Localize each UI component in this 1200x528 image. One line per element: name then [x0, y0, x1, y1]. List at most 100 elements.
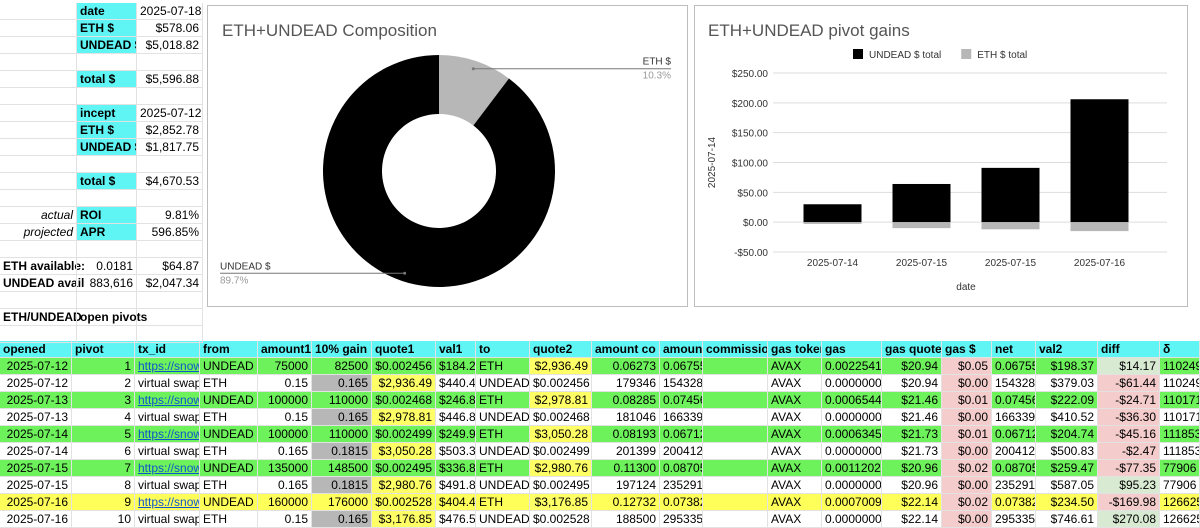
- table-cell: 0.0000000: [822, 477, 882, 494]
- table-cell: ETH: [200, 477, 258, 494]
- table-cell: $20.94: [882, 375, 942, 392]
- table-cell: $20.96: [882, 477, 942, 494]
- table-cell: AVAX: [768, 494, 822, 511]
- grid-cell: [137, 309, 203, 326]
- tx-link[interactable]: https://snows: [135, 494, 200, 511]
- table-cell: 181046: [592, 409, 660, 426]
- table-cell: [703, 494, 768, 511]
- grid-cell: [137, 173, 203, 190]
- table-cell: $0.002499: [372, 426, 436, 443]
- table-cell: $20.96: [882, 460, 942, 477]
- grid-cell: [77, 54, 137, 71]
- table-cell: UNDEAD: [476, 511, 530, 528]
- grid-cell: [137, 190, 203, 207]
- tx-link[interactable]: https://snowt: [135, 392, 200, 409]
- table-cell: 135000: [258, 460, 312, 477]
- slice-value: 10.3%: [643, 71, 671, 82]
- table-cell: $21.73: [882, 426, 942, 443]
- table-cell: 0.0007009: [822, 494, 882, 511]
- grid-cell: [137, 241, 203, 258]
- table-cell: UNDEAD: [476, 443, 530, 460]
- table-header: amount co: [592, 341, 660, 358]
- table-cell: 110000: [312, 392, 372, 409]
- grid-cell: [77, 139, 137, 156]
- grid-cell: [77, 3, 137, 20]
- table-header: 10% gain: [312, 341, 372, 358]
- grid-cell: [137, 207, 203, 224]
- table-cell: AVAX: [768, 392, 822, 409]
- table-header: quote2: [530, 341, 592, 358]
- table-cell: AVAX: [768, 426, 822, 443]
- table-cell: $2,936.49: [530, 358, 592, 375]
- table-cell: 0.07456: [992, 392, 1036, 409]
- table-cell: $0.01: [942, 426, 992, 443]
- table-cell: 4: [72, 409, 135, 426]
- table-cell: $0.002528: [372, 494, 436, 511]
- table-cell: $404.48: [436, 494, 476, 511]
- table-header: net: [992, 341, 1036, 358]
- table-cell: 160000: [258, 494, 312, 511]
- table-cell: $2,936.49: [372, 375, 436, 392]
- table-cell: 0.0000000: [822, 511, 882, 528]
- table-cell: 0.15: [258, 511, 312, 528]
- table-cell: -$24.71: [1098, 392, 1160, 409]
- grid-cell: [77, 326, 137, 343]
- grid-cell: [77, 20, 137, 37]
- table-header: quote1: [372, 341, 436, 358]
- table-cell: $446.82: [436, 409, 476, 426]
- table-header: tx_id: [135, 341, 200, 358]
- table-cell: ETH: [476, 494, 530, 511]
- table-cell: 110249: [1160, 358, 1200, 375]
- tx-link[interactable]: https://snowt: [135, 358, 200, 375]
- table-cell: 110249: [1160, 375, 1200, 392]
- table-cell: 200412: [660, 443, 703, 460]
- bar: [981, 222, 1040, 230]
- table-cell: virtual swap: [135, 477, 200, 494]
- table-cell: AVAX: [768, 477, 822, 494]
- grid-cell: [137, 20, 203, 37]
- table-header: val2: [1036, 341, 1098, 358]
- table-cell: $0.00: [942, 443, 992, 460]
- table-cell: -$77.35: [1098, 460, 1160, 477]
- table-cell: 5: [72, 426, 135, 443]
- table-cell: AVAX: [768, 511, 822, 528]
- grid-cell: [137, 105, 203, 122]
- pie-slice: [439, 55, 509, 126]
- table-cell: 154328: [992, 375, 1036, 392]
- table-cell: 0.165: [312, 511, 372, 528]
- table-header: gas: [822, 341, 882, 358]
- table-cell: 8: [72, 477, 135, 494]
- table-cell: $0.002495: [372, 460, 436, 477]
- table-cell: $500.83: [1036, 443, 1098, 460]
- grid-cell: [137, 139, 203, 156]
- grid-cell: [77, 224, 137, 241]
- table-cell: AVAX: [768, 443, 822, 460]
- table-cell: 2025-07-15: [0, 477, 72, 494]
- grid-cell: [0, 122, 77, 139]
- table-cell: 0.0000000: [822, 409, 882, 426]
- grid-cell: [137, 71, 203, 88]
- tx-link[interactable]: https://snowt: [135, 426, 200, 443]
- table-cell: ETH: [476, 358, 530, 375]
- bar: [892, 222, 951, 229]
- table-cell: $410.52: [1036, 409, 1098, 426]
- table-cell: 0.06712: [660, 426, 703, 443]
- table-cell: AVAX: [768, 358, 822, 375]
- tx-link[interactable]: https://snowt: [135, 460, 200, 477]
- grid-cell: [77, 71, 137, 88]
- grid-cell: [137, 88, 203, 105]
- table-cell: $2,978.81: [372, 409, 436, 426]
- table-cell: 166339: [992, 409, 1036, 426]
- table-cell: 0.07456: [660, 392, 703, 409]
- grid-cell: [137, 156, 203, 173]
- table-cell: $21.46: [882, 392, 942, 409]
- table-cell: [703, 477, 768, 494]
- composition-chart: ETH+UNDEAD Composition ETH $ 10.3% UNDEAD …: [207, 5, 688, 307]
- table-cell: $476.53: [436, 511, 476, 528]
- table-cell: $0.00: [942, 409, 992, 426]
- table-cell: 0.0022541: [822, 358, 882, 375]
- table-cell: 0.0000000: [822, 375, 882, 392]
- table-header: opened: [0, 341, 72, 358]
- table-cell: $270.08: [1098, 511, 1160, 528]
